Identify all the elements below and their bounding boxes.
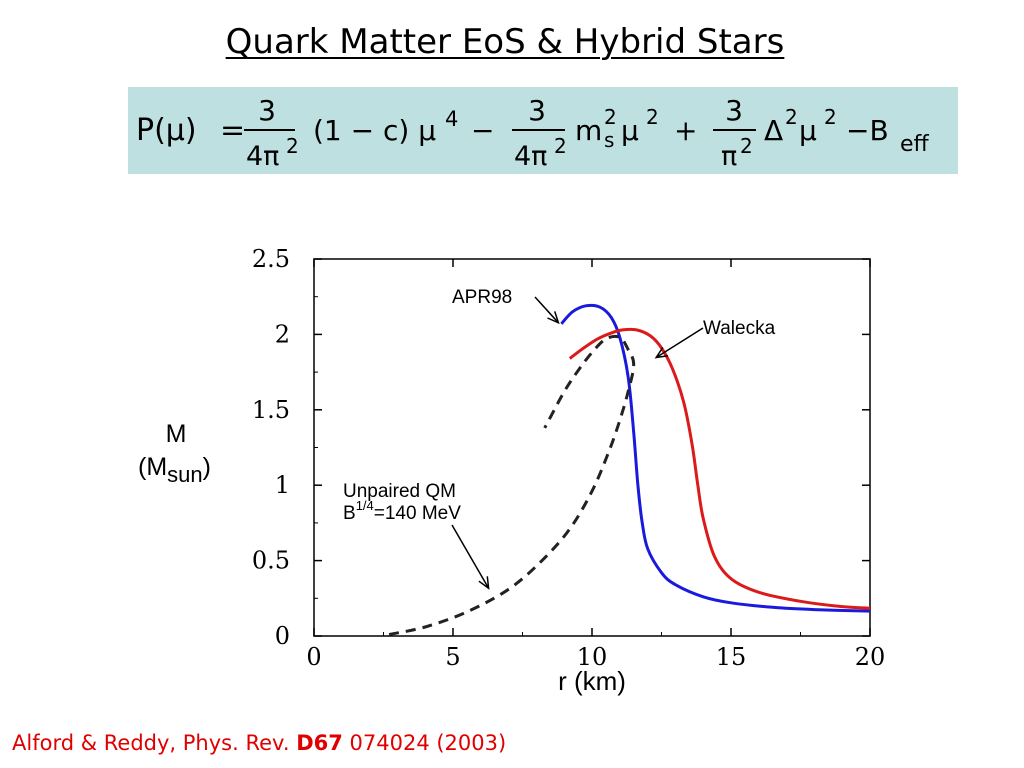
eq-denom1: 4π xyxy=(246,141,279,172)
series-lines xyxy=(388,303,871,636)
eq-denom2-exp: 2 xyxy=(554,134,567,158)
y-tick-label: 0 xyxy=(275,622,290,650)
apr98-arrow xyxy=(534,296,559,324)
x-tick-label: 15 xyxy=(716,643,747,671)
citation-page-year: 074024 (2003) xyxy=(342,731,507,755)
annotation-walecka: Walecka xyxy=(703,318,776,339)
equation-formula: P(μ) = 3 4π 2 (1 − c) μ 4 − 3 4π 2 m 2 s… xyxy=(136,94,930,172)
quark-arrow-head xyxy=(478,576,490,590)
eq-plus: + xyxy=(674,114,697,147)
annotation-quark-line2: B1/4=140 MeV xyxy=(343,498,461,524)
y-axis-unit-close: ) xyxy=(203,453,211,481)
eq-minus1: − xyxy=(471,114,494,147)
quark-arrow xyxy=(451,524,490,589)
eq-ms: m xyxy=(575,114,602,147)
x-tick-label: 10 xyxy=(577,643,608,671)
x-tick-label: 20 xyxy=(855,643,886,671)
y-axis-label: M xyxy=(166,420,187,448)
eq-ms-sub: s xyxy=(604,128,614,152)
eq-delta: Δ xyxy=(764,114,783,147)
y-axis-unit-label: (Msun) xyxy=(138,453,211,487)
eq-mu3-exp: 2 xyxy=(824,105,837,129)
citation: Alford & Reddy, Phys. Rev. D67 074024 (2… xyxy=(12,731,506,755)
eq-denom3-exp: 2 xyxy=(740,134,753,158)
x-tick-label: 0 xyxy=(306,643,321,671)
y-tick-label: 0.5 xyxy=(252,547,290,575)
eq-equals: = xyxy=(220,113,245,148)
citation-authors: Alford & Reddy, Phys. Rev. xyxy=(12,731,297,755)
eq-delta-exp: 2 xyxy=(785,105,798,129)
eq-mu2-exp: 2 xyxy=(646,105,659,129)
y-tick-label: 2 xyxy=(275,320,290,348)
y-axis-unit-open: (M xyxy=(138,453,167,481)
annotation-quark-line1: Unpaired QM xyxy=(343,481,456,502)
apr98-line xyxy=(560,303,871,613)
tick-labels: 0 5 10 15 20 0 0.5 1 1.5 2 2.5 xyxy=(252,245,885,671)
walecka-arrow xyxy=(655,327,704,359)
walecka-arrow-head xyxy=(654,347,669,359)
walecka-line xyxy=(568,327,871,610)
eq-lhs: P(μ) xyxy=(136,113,197,148)
y-tick-label: 1.5 xyxy=(252,396,290,424)
apr98-arrow-head xyxy=(547,311,560,325)
eq-mu2: μ xyxy=(621,114,639,147)
y-tick-label: 1 xyxy=(275,471,290,499)
x-tick-label: 5 xyxy=(445,643,460,671)
eq-mu3: μ xyxy=(799,114,817,147)
eq-beff-sub: eff xyxy=(900,132,930,157)
x-axis-label: r (km) xyxy=(558,666,626,696)
annotation-quark-rest: =140 MeV xyxy=(374,503,461,524)
eq-factor-exp: 4 xyxy=(445,107,458,131)
slide-title: Quark Matter EoS & Hybrid Stars xyxy=(225,22,785,62)
eq-factor: (1 − c) μ xyxy=(313,114,436,147)
eq-denom1-exp: 2 xyxy=(286,134,299,158)
y-tick-label: 2.5 xyxy=(252,245,290,273)
axis-ticks xyxy=(313,258,871,637)
eq-coef2: 3 xyxy=(528,94,546,127)
eq-ms-sup: 2 xyxy=(604,105,617,129)
plot-frame xyxy=(313,258,871,637)
eq-coef3: 3 xyxy=(725,94,743,127)
equation-box: P(μ) = 3 4π 2 (1 − c) μ 4 − 3 4π 2 m 2 s… xyxy=(128,87,958,174)
annotation-quark-b: B xyxy=(343,503,356,524)
unpaired-qm-line xyxy=(388,334,636,636)
eq-denom2: 4π xyxy=(514,141,547,172)
annotation-apr98: APR98 xyxy=(452,287,512,308)
eq-denom3: π xyxy=(721,141,737,172)
annotation-arrows xyxy=(451,296,704,590)
eq-minus-b: −B xyxy=(846,114,889,147)
citation-volume: D67 xyxy=(296,731,343,755)
annotation-quark-exp: 1/4 xyxy=(356,498,374,513)
y-axis-unit-sub: sun xyxy=(167,462,202,487)
eq-coef1: 3 xyxy=(258,94,276,127)
